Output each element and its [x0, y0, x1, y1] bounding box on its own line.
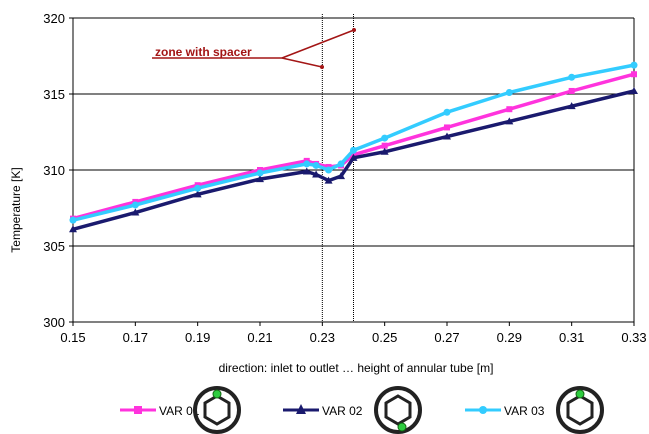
data-point-var-03: [312, 161, 320, 169]
y-tick-label: 320: [43, 11, 65, 26]
data-point-var-02: [324, 176, 333, 184]
x-tick-label: 0.25: [372, 330, 397, 345]
data-point-var-02: [312, 170, 321, 178]
tube-cross-section-icon: [556, 386, 604, 434]
data-point-var-01: [444, 124, 450, 131]
data-point-var-02: [567, 102, 576, 110]
data-point-var-03: [131, 201, 139, 209]
x-tick-label: 0.15: [60, 330, 85, 345]
x-tick-label: 0.17: [123, 330, 148, 345]
x-tick-label: 0.19: [185, 330, 210, 345]
data-point-var-02: [131, 208, 140, 216]
annotation-arrow-down: [281, 57, 323, 68]
data-point-var-03: [505, 88, 513, 96]
data-point-var-03: [350, 146, 357, 154]
x-tick-label: 0.31: [559, 330, 584, 345]
y-tick-label: 305: [43, 239, 65, 254]
series-line-var-02: [72, 89, 635, 231]
data-point-var-03: [303, 160, 311, 168]
legend-item-var01: VAR 01: [120, 386, 241, 434]
y-axis-label: Temperature [K]: [9, 167, 23, 252]
x-tick-label: 0.29: [497, 330, 522, 345]
legend-label-var03: VAR 03: [504, 404, 545, 418]
legend-item-var03: VAR 03: [465, 386, 604, 434]
data-point-var-01: [631, 71, 637, 78]
data-point-var-02: [193, 190, 202, 198]
x-tick-label: 0.21: [247, 330, 272, 345]
y-tick-label: 315: [43, 87, 65, 102]
x-axis-label: direction: inlet to outlet … height of a…: [219, 361, 494, 375]
tick-labels: 300 305 310 315 320 0.15 0.17 0.19 0.21 0.23 0.25 0…: [43, 11, 646, 345]
legend-marker-var02: [296, 404, 306, 414]
legend: VAR 01 VAR 02 VAR 03: [120, 386, 604, 434]
data-point-var-03: [256, 169, 264, 177]
series-line-var-03: [72, 63, 635, 222]
legend-marker-var01: [134, 406, 142, 414]
data-point-var-02: [630, 86, 638, 94]
tube-cross-section-icon: [374, 386, 422, 434]
data-point-var-01: [506, 106, 513, 113]
series-lines: [69, 61, 638, 233]
x-tick-label: 0.33: [621, 330, 646, 345]
data-point-var-02: [302, 167, 311, 175]
data-point-var-03: [325, 166, 333, 174]
data-point-var-03: [194, 184, 202, 192]
data-point-var-02: [256, 175, 264, 183]
axes: [69, 17, 635, 326]
annotation-arrow-up: [281, 29, 355, 59]
annotation-arrow-tip-up: [352, 28, 356, 32]
legend-label-var01: VAR 01: [159, 404, 200, 418]
data-point-var-03: [69, 216, 77, 224]
data-point-var-02: [337, 172, 346, 180]
data-point-var-03: [337, 160, 345, 168]
data-point-var-01: [381, 142, 388, 149]
annotation-arrow-tip-down: [320, 65, 324, 69]
spacer-annotation: zone with spacer: [152, 28, 356, 69]
data-point-var-02: [505, 117, 514, 125]
legend-item-var02: VAR 02: [283, 386, 422, 434]
tube-cross-section-icon: [193, 386, 241, 434]
data-point-var-02: [349, 153, 358, 161]
data-point-var-03: [630, 61, 638, 69]
legend-label-var02: VAR 02: [322, 404, 363, 418]
data-point-var-01: [568, 87, 575, 94]
x-tick-label: 0.27: [434, 330, 459, 345]
data-point-var-02: [69, 225, 77, 233]
legend-marker-var03: [479, 406, 487, 414]
data-point-var-03: [568, 73, 576, 81]
data-point-var-03: [443, 108, 451, 116]
x-tick-label: 0.23: [310, 330, 335, 345]
y-tick-label: 310: [43, 163, 65, 178]
data-point-var-03: [381, 134, 389, 142]
data-point-var-02: [380, 147, 389, 155]
data-point-var-02: [443, 132, 451, 140]
annotation-label: zone with spacer: [155, 45, 252, 59]
y-tick-label: 300: [43, 315, 65, 330]
